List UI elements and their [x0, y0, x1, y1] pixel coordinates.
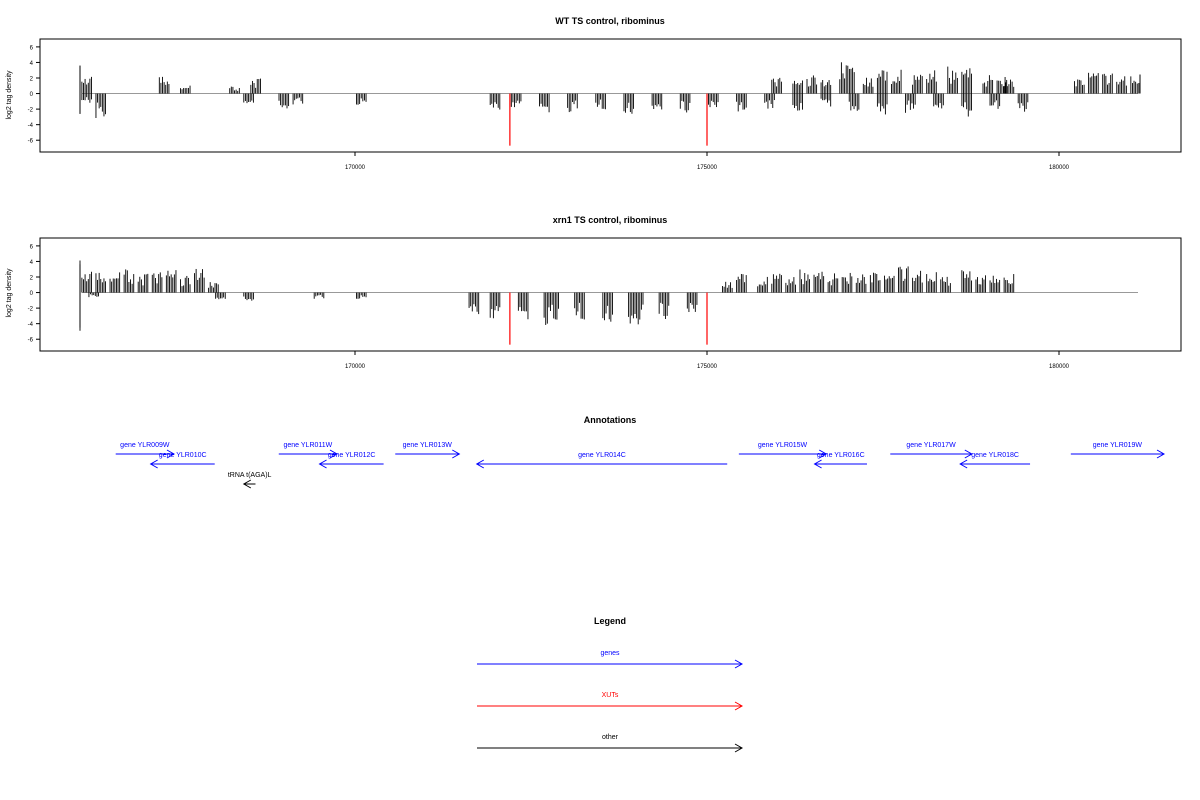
- gene-label: gene YLR013W: [403, 442, 453, 449]
- legend-panel: Legend genes XUTs other: [477, 616, 744, 753]
- xrn1-bars: [79, 260, 1138, 345]
- xrn1-density-panel: xrn1 TS control, ribominus log2 tag dens…: [6, 215, 1182, 370]
- wt-x-tick-label: 180000: [1049, 165, 1070, 171]
- legend-item-genes: genes: [477, 650, 744, 669]
- xrn1-x-tick-label: 170000: [345, 364, 366, 370]
- gene-label: gene YLR010C: [159, 452, 207, 459]
- gene-arrowhead: [149, 459, 158, 469]
- gene-arrowhead: [818, 449, 828, 459]
- legend-title: Legend: [594, 616, 626, 626]
- xrn1-y-tick-label: -4: [28, 322, 34, 328]
- legend-other-arrowhead: [734, 743, 744, 753]
- wt-axes: -6 -4 -2 0 2 4 6 170000 175000 180000: [28, 45, 1070, 171]
- wt-y-axis-label: log2 tag density: [6, 70, 13, 120]
- xrn1-plot-frame: [39, 237, 1182, 352]
- wt-plot-frame: [39, 38, 1182, 153]
- wt-y-tick-label: 0: [30, 92, 34, 98]
- gene-label: gene YLR016C: [817, 452, 865, 459]
- gene-arrowhead: [166, 449, 175, 459]
- gene-arrowhead: [329, 449, 339, 459]
- xrn1-y-tick-label: 2: [30, 276, 34, 282]
- other-feature-arrowhead: [242, 479, 252, 489]
- wt-density-panel: WT TS control, ribominus log2 tag densit…: [6, 16, 1182, 171]
- legend-genes-arrowhead: [734, 659, 744, 669]
- gene-arrowhead: [1156, 449, 1166, 459]
- legend-xuts-arrowhead: [734, 701, 744, 711]
- annotations-title: Annotations: [584, 415, 637, 425]
- gene-label: gene YLR009W: [120, 442, 170, 449]
- xrn1-y-tick-label: 4: [30, 260, 34, 266]
- xrn1-y-tick-label: -6: [28, 338, 34, 344]
- gene-arrowhead: [452, 449, 461, 459]
- annotation-features: gene YLR009W gene YLR010C gene YLR011W gene…: [115, 442, 1166, 489]
- gene-label: gene YLR015W: [758, 442, 808, 449]
- legend-genes-label: genes: [600, 650, 620, 657]
- xrn1-y-tick-label: -2: [28, 307, 34, 313]
- xrn1-x-tick-label: 180000: [1049, 364, 1070, 370]
- legend-xuts-label: XUTs: [602, 692, 619, 699]
- legend-other-label: other: [602, 734, 619, 741]
- xrn1-panel-title: xrn1 TS control, ribominus: [553, 215, 668, 225]
- wt-y-tick-label: 2: [30, 77, 34, 83]
- gene-label: gene YLR012C: [328, 452, 376, 459]
- gene-arrowhead: [964, 449, 973, 459]
- wt-y-tick-label: -2: [28, 108, 34, 114]
- xrn1-y-tick-label: 6: [30, 244, 34, 250]
- gene-arrowhead: [475, 459, 485, 469]
- gene-arrowhead: [813, 459, 822, 469]
- wt-y-tick-label: -4: [28, 123, 34, 129]
- wt-y-tick-label: 6: [30, 45, 34, 51]
- xrn1-x-tick-label: 175000: [697, 364, 718, 370]
- gene-label: gene YLR014C: [578, 452, 626, 459]
- xrn1-y-axis-label: log2 tag density: [6, 268, 13, 318]
- legend-item-other: other: [477, 734, 744, 753]
- wt-x-tick-label: 170000: [345, 165, 366, 171]
- legend-item-xuts: XUTs: [477, 692, 744, 711]
- gene-label: gene YLR019W: [1093, 442, 1143, 449]
- gene-label: gene YLR018C: [971, 452, 1019, 459]
- wt-bars: [79, 62, 1141, 146]
- xrn1-axes: -6 -4 -2 0 2 4 6 170000 175000 180000: [28, 244, 1070, 370]
- wt-y-tick-label: -6: [28, 139, 34, 145]
- wt-x-tick-label: 175000: [697, 165, 718, 171]
- gene-label: gene YLR011W: [284, 442, 333, 449]
- gene-arrowhead: [318, 459, 327, 469]
- wt-panel-title: WT TS control, ribominus: [555, 16, 665, 26]
- gene-arrowhead: [959, 459, 968, 469]
- wt-y-tick-label: 4: [30, 61, 34, 67]
- other-feature-label: tRNA t(AGA)L: [228, 472, 272, 479]
- xrn1-y-tick-label: 0: [30, 291, 34, 297]
- gene-label: gene YLR017W: [906, 442, 956, 449]
